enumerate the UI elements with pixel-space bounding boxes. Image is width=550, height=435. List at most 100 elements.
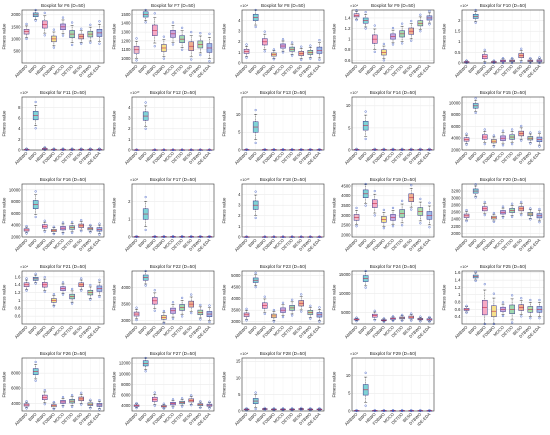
outlier-point — [199, 148, 202, 152]
outlier-point — [135, 402, 138, 405]
y-axis-label: Fitness value — [112, 110, 117, 136]
boxplot-panel: Boxplot for F17 (D=50) ×10⁸ 0 1 2 Fitness val… — [112, 177, 215, 253]
outlier-point — [410, 19, 413, 23]
box-bwo — [252, 391, 259, 411]
box-dtbwo — [87, 147, 94, 152]
outlier-point — [382, 148, 385, 152]
outlier-point — [181, 315, 184, 318]
axis-exponent: ×10⁴ — [240, 352, 248, 356]
box-ambwo — [353, 206, 360, 228]
box-dtbwo — [417, 315, 424, 323]
outlier-point — [391, 225, 395, 228]
box-dtbwo — [527, 131, 534, 145]
y-tick-label: 4000 — [11, 401, 21, 406]
outlier-point — [401, 147, 404, 150]
outlier-point — [181, 397, 184, 400]
outlier-point — [318, 235, 321, 239]
panel-title: Boxplot for F16 (D=50) — [40, 177, 87, 182]
outlier-point — [190, 235, 193, 239]
plot-frame — [241, 9, 325, 64]
box-ide-eda — [96, 278, 103, 299]
outlier-point — [318, 148, 321, 152]
x-tick-label: BWO — [467, 64, 477, 74]
axis-exponent: ×10⁸ — [130, 178, 138, 182]
outlier-point — [52, 225, 55, 228]
outlier-point — [428, 201, 431, 204]
box-ambwo — [463, 132, 470, 146]
panel-title: Boxplot for F29 (D=50) — [370, 351, 417, 356]
y-tick-label: 2000 — [341, 232, 351, 237]
y-tick-label: 5 — [238, 130, 241, 135]
y-axis-label: Fitness value — [332, 110, 337, 136]
x-tick-label: BWO — [27, 64, 37, 74]
box-fdbwo — [51, 28, 57, 49]
box-ambwo — [243, 307, 250, 322]
y-tick-label: 10000 — [9, 187, 21, 192]
box-bwo — [32, 190, 39, 219]
outlier-point — [34, 100, 37, 104]
y-tick-label: 3200 — [451, 188, 461, 193]
outlier-point — [401, 199, 404, 202]
outlier-point — [318, 39, 321, 42]
box-detdo — [179, 148, 185, 152]
x-tick-label: BESO — [72, 412, 84, 424]
outlier-point — [355, 9, 358, 12]
y-tick-label: 4 — [18, 126, 21, 131]
x-tick-label: BWO — [467, 325, 477, 335]
box-hbwo — [42, 219, 48, 233]
y-tick-label: 3 — [238, 29, 241, 34]
y-tick-label: 0.8 — [455, 299, 461, 304]
box-moco — [390, 206, 396, 228]
outlier-point — [538, 207, 541, 211]
outlier-point — [318, 407, 321, 410]
outlier-point — [89, 223, 92, 227]
outlier-point — [382, 147, 385, 150]
box-moco — [280, 235, 286, 239]
outlier-point — [538, 145, 541, 148]
outlier-point — [254, 271, 257, 274]
box-ide-eda — [536, 207, 543, 224]
outlier-point — [520, 60, 523, 64]
y-tick-label: 3 — [128, 116, 131, 121]
y-tick-label: 8000 — [121, 382, 131, 387]
x-tick-label: BWO — [247, 151, 257, 161]
panel-title: Boxplot for F8 (D=50) — [261, 3, 306, 8]
box-beso — [408, 19, 414, 42]
box-beso — [78, 27, 84, 45]
box-ambwo — [133, 148, 140, 152]
x-tick-label: BESO — [182, 238, 194, 250]
y-tick-label: 1.2 — [455, 285, 461, 290]
outlier-point — [263, 50, 266, 53]
box-fdbwo — [381, 42, 387, 62]
y-tick-label: 2000 — [11, 234, 21, 239]
y-tick-label: 10 — [346, 373, 351, 378]
x-tick-label: BWO — [247, 64, 257, 74]
outlier-point — [162, 402, 165, 405]
y-axis-label: Fitness value — [2, 197, 7, 223]
outlier-point — [98, 147, 101, 150]
box-bwo — [142, 8, 149, 24]
box-beso — [188, 234, 194, 239]
outlier-point — [43, 11, 46, 14]
outlier-point — [272, 147, 275, 151]
outlier-point — [410, 319, 413, 322]
outlier-point — [492, 211, 495, 215]
box-hbwo — [262, 406, 268, 412]
outlier-point — [465, 59, 468, 62]
outlier-point — [25, 22, 28, 26]
outlier-point — [245, 56, 248, 59]
box-fdbwo — [161, 309, 167, 325]
panel-title: Boxplot for F12 (D=50) — [150, 90, 197, 95]
y-axis-label: Fitness value — [332, 23, 337, 49]
outlier-point — [61, 232, 65, 235]
y-tick-label: 1.4 — [455, 278, 461, 283]
box-hbwo — [152, 12, 158, 48]
box-hbwo — [482, 283, 488, 326]
box-detdo — [69, 287, 75, 305]
outlier-point — [364, 204, 367, 207]
box-detdo — [509, 294, 515, 324]
box-ambwo — [353, 316, 360, 323]
outlier-point — [410, 39, 413, 42]
outlier-point — [373, 24, 376, 27]
boxplot-panel: Boxplot for F8 (D=50) ×10⁴ 0 1 2 3 4 Fitness va… — [222, 3, 325, 79]
